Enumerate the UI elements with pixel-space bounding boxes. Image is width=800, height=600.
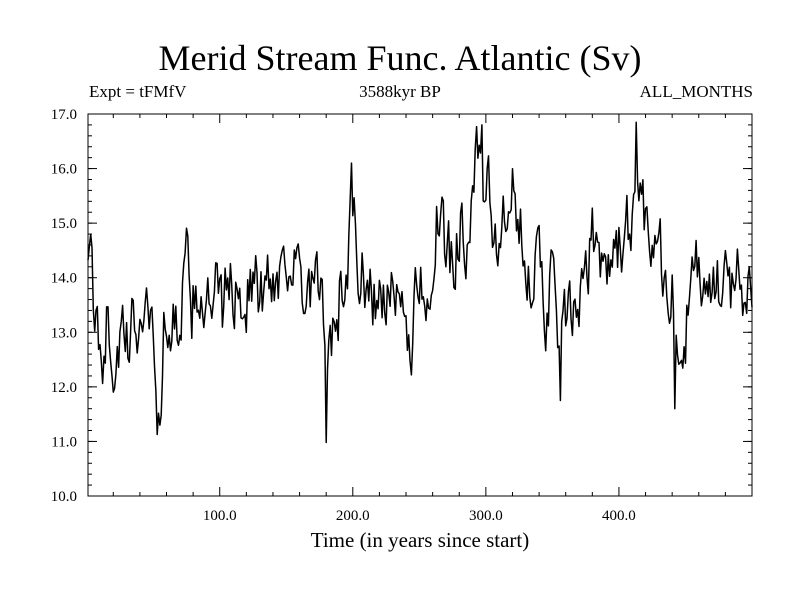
y-axis: 10.0 11.0 12.0 13.0 14.0 15.0 16.0 17.0 <box>51 107 752 505</box>
y-tick-label: 14.0 <box>51 271 77 287</box>
chart-title: Merid Stream Func. Atlantic (Sv) <box>158 38 642 78</box>
y-tick-label: 16.0 <box>51 162 77 178</box>
y-tick-label: 17.0 <box>51 107 77 123</box>
y-tick-label: 12.0 <box>51 380 77 396</box>
x-tick-label: 300.0 <box>469 508 503 524</box>
y-tick-label: 11.0 <box>51 434 77 450</box>
x-axis-label: Time (in years since start) <box>311 528 530 552</box>
y-tick-label: 10.0 <box>51 489 77 505</box>
y-tick-label: 15.0 <box>51 216 77 232</box>
series-line <box>87 121 753 444</box>
x-axis: 100.0 200.0 300.0 400.0 <box>112 114 726 524</box>
x-tick-label: 400.0 <box>602 508 636 524</box>
plot-border <box>87 113 753 497</box>
plot-frame <box>87 113 753 497</box>
y-tick-label: 13.0 <box>51 325 77 341</box>
period-label: 3588kyr BP <box>359 82 441 101</box>
x-tick-label: 100.0 <box>203 508 237 524</box>
experiment-label: Expt = tFMfV <box>89 82 187 101</box>
series-layer <box>87 121 753 444</box>
months-label: ALL_MONTHS <box>639 82 753 101</box>
x-tick-label: 200.0 <box>336 508 370 524</box>
